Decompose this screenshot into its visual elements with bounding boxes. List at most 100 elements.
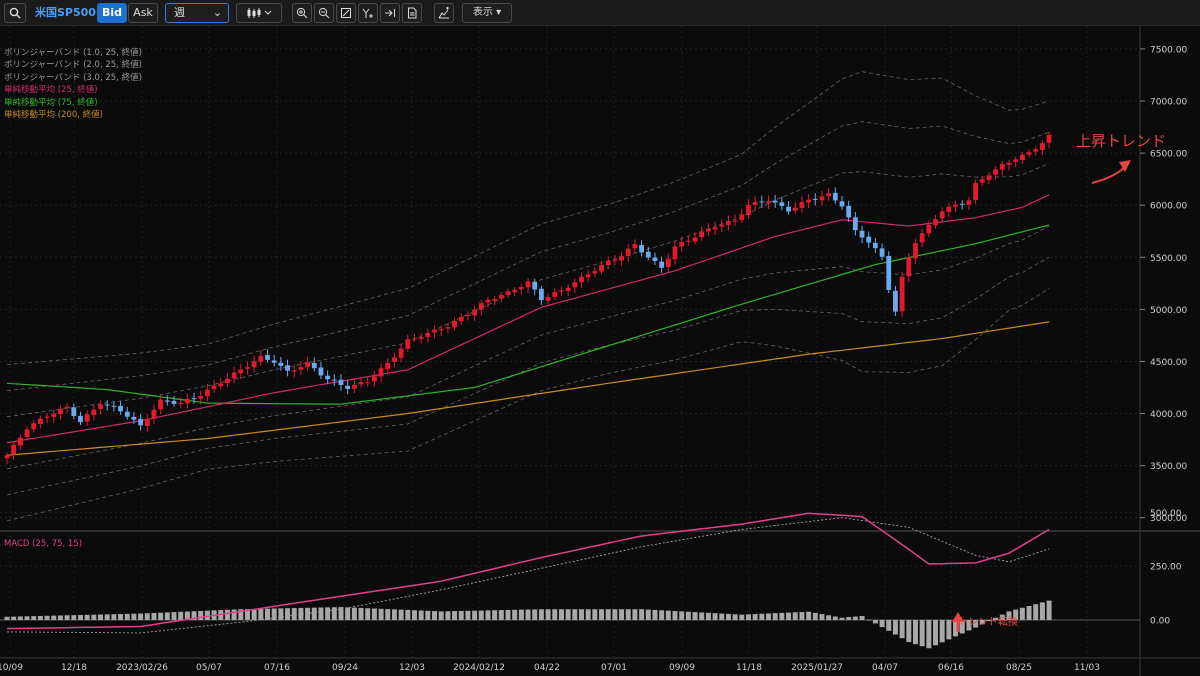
macd-title: MACD (25, 75, 15) bbox=[4, 539, 83, 549]
crosshair-button[interactable] bbox=[358, 3, 378, 23]
candle-body bbox=[979, 179, 985, 183]
macd-histogram-bar bbox=[973, 620, 979, 628]
macd-histogram-bar bbox=[933, 620, 939, 646]
candle-body bbox=[719, 224, 725, 227]
macd-histogram-bar bbox=[699, 612, 705, 620]
candle-body bbox=[933, 219, 938, 226]
candle-body bbox=[832, 192, 838, 201]
macd-histogram-bar bbox=[318, 607, 324, 620]
candle-body bbox=[846, 205, 852, 218]
candle-body bbox=[398, 348, 404, 358]
macd-histogram-bar bbox=[338, 607, 344, 620]
fit-button[interactable] bbox=[336, 3, 356, 23]
candle-body bbox=[445, 327, 451, 329]
candle-body bbox=[51, 413, 57, 417]
symbol-name: 米国SP500 bbox=[35, 6, 96, 19]
time-tick-label: 09/24 bbox=[332, 663, 358, 673]
candle-body bbox=[919, 233, 925, 243]
macd-tick-label: 500.00 bbox=[1150, 509, 1182, 519]
chart-area[interactable]: 3000.00 3500.00 4000.00 4500.00 5000.00 5500.… bbox=[0, 26, 1200, 676]
add-indicator-button[interactable] bbox=[434, 3, 454, 23]
candle-body bbox=[565, 287, 571, 292]
candle-body bbox=[238, 369, 244, 374]
macd-histogram-bar bbox=[1039, 602, 1045, 620]
macd-histogram-bar bbox=[953, 620, 959, 637]
candle-body bbox=[205, 389, 210, 397]
macd-histogram-bar bbox=[852, 616, 858, 620]
candle-body bbox=[418, 337, 424, 340]
zoom-out-button[interactable] bbox=[314, 3, 334, 23]
candle-body bbox=[458, 316, 464, 322]
bid-button[interactable]: Bid bbox=[97, 3, 127, 23]
bollinger-band-line bbox=[6, 288, 1050, 522]
candle-body bbox=[726, 221, 731, 225]
candle-body bbox=[318, 367, 324, 376]
zoom-in-icon bbox=[296, 7, 308, 19]
macd-histogram-bar bbox=[786, 612, 792, 620]
candle-body bbox=[64, 406, 70, 409]
candle-body bbox=[706, 228, 711, 232]
macd-histogram-bar bbox=[1046, 600, 1052, 620]
macd-histogram-bar bbox=[418, 610, 424, 620]
macd-histogram-bar bbox=[919, 620, 925, 647]
time-tick-label: 04/22 bbox=[534, 663, 560, 673]
indicator-legend: ボリンジャーバンド (1.0, 25, 終値) ボリンジャーバンド (2.0, … bbox=[4, 47, 142, 121]
candle-body bbox=[465, 314, 471, 317]
period-select[interactable]: 週 ⌄ bbox=[165, 3, 229, 23]
macd-histogram-bar bbox=[705, 612, 711, 620]
candle-body bbox=[939, 211, 945, 219]
candle-body bbox=[552, 292, 558, 297]
candle-body bbox=[298, 367, 304, 370]
time-tick-label: 04/07 bbox=[872, 663, 898, 673]
time-tick-label: 07/16 bbox=[264, 663, 290, 673]
legend-bb2: ボリンジャーバンド (2.0, 25, 終値) bbox=[4, 60, 142, 71]
jump-latest-button[interactable] bbox=[380, 3, 400, 23]
zoom-in-button[interactable] bbox=[292, 3, 312, 23]
macd-histogram-bar bbox=[525, 609, 531, 620]
display-menu-button[interactable]: 表示 ▾ bbox=[462, 3, 512, 23]
candle-body bbox=[251, 361, 257, 368]
candle-body bbox=[4, 455, 10, 459]
candle-body bbox=[211, 385, 217, 389]
macd-histogram-bar bbox=[51, 615, 57, 620]
candle-body bbox=[245, 367, 250, 369]
macd-histogram-bar bbox=[325, 607, 331, 620]
macd-histogram-bar bbox=[231, 609, 237, 620]
candle-body bbox=[492, 299, 498, 301]
time-tick-label: 11/03 bbox=[1074, 663, 1100, 673]
candle-body bbox=[405, 339, 411, 349]
ask-button[interactable]: Ask bbox=[128, 3, 158, 23]
macd-histogram-bar bbox=[939, 620, 945, 643]
trend-change-annotation: トレンド転換 bbox=[958, 617, 1018, 628]
candle-body bbox=[365, 382, 371, 384]
uptrend-arrow bbox=[1091, 167, 1125, 184]
candle-body bbox=[325, 375, 331, 380]
candle-body bbox=[358, 382, 364, 385]
time-tick-label: 06/16 bbox=[938, 663, 964, 673]
candlestick-icon bbox=[247, 8, 272, 18]
macd-histogram-bar bbox=[1006, 611, 1012, 620]
candle-body bbox=[498, 294, 504, 299]
macd-histogram-bar bbox=[244, 609, 250, 620]
candle-body bbox=[38, 418, 43, 424]
macd-histogram-bar bbox=[184, 611, 190, 620]
chart-type-select[interactable] bbox=[236, 3, 282, 23]
macd-histogram-bar bbox=[472, 610, 478, 620]
candle-body bbox=[699, 231, 705, 238]
macd-histogram-bar bbox=[311, 607, 317, 620]
macd-histogram-bar bbox=[64, 615, 70, 620]
candle-body bbox=[672, 246, 678, 260]
macd-histogram-bar bbox=[799, 612, 805, 620]
document-icon bbox=[408, 7, 417, 19]
uptrend-annotation: 上昇トレンド bbox=[1076, 132, 1167, 150]
candle-body bbox=[425, 332, 431, 337]
macd-histogram-bar bbox=[104, 614, 110, 620]
candle-body bbox=[759, 201, 765, 203]
macd-histogram-bar bbox=[345, 607, 351, 620]
candle-body bbox=[1019, 154, 1025, 161]
report-button[interactable] bbox=[402, 3, 422, 23]
candle-body bbox=[619, 256, 624, 261]
macd-histogram-bar bbox=[91, 614, 97, 620]
macd-histogram-bar bbox=[191, 611, 197, 620]
search-button[interactable] bbox=[4, 3, 26, 23]
